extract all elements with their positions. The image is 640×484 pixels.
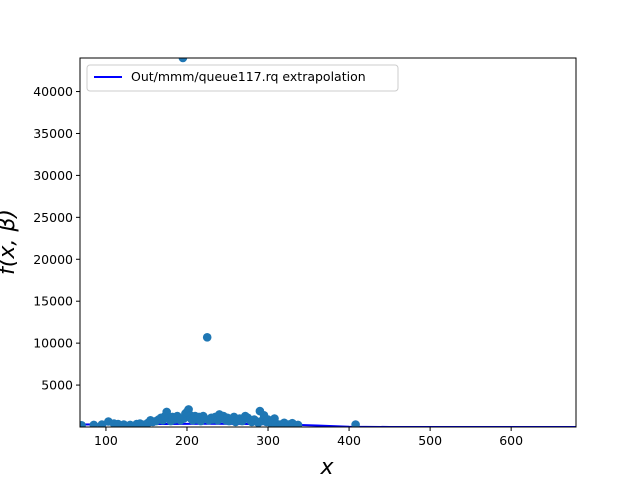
scatter-point (80, 421, 86, 427)
y-tick-label: 30000 (33, 168, 73, 183)
y-axis-title: f(x, β) (0, 209, 20, 275)
y-tick-label: 5000 (41, 378, 73, 393)
scatter-point (293, 420, 303, 427)
plot-frame (79, 57, 577, 428)
x-axis-title: x (319, 455, 334, 480)
axis-ticks: 100 200 300 400 500 600 5000 10000 15000 20000 250… (33, 84, 523, 448)
scatter-point (351, 420, 360, 427)
legend: Out/mmm/queue117.rq extrapolation (86, 64, 399, 92)
y-tick-label: 35000 (33, 126, 73, 141)
x-tick-label: 600 (499, 433, 523, 448)
y-tick-label: 20000 (33, 252, 73, 267)
x-tick-label: 200 (175, 433, 199, 448)
y-tick-label: 40000 (33, 84, 73, 99)
legend-box (86, 64, 399, 92)
y-tick-label: 10000 (33, 336, 73, 351)
plot-area (80, 58, 576, 427)
scatter-point (202, 333, 212, 342)
legend-label: Out/mmm/queue117.rq extrapolation (131, 69, 366, 84)
scatter-point (178, 58, 188, 63)
plot-clip-group (80, 58, 576, 427)
x-tick-label: 100 (94, 433, 118, 448)
x-tick-label: 500 (418, 433, 442, 448)
y-tick-label: 25000 (33, 210, 73, 225)
scatter-point (89, 420, 99, 427)
scatter-point (125, 420, 135, 427)
x-tick-label: 300 (256, 433, 280, 448)
scatter-point (97, 420, 107, 427)
x-tick-label: 400 (337, 433, 361, 448)
y-tick-label: 15000 (33, 294, 73, 309)
scatter-point (162, 407, 171, 417)
